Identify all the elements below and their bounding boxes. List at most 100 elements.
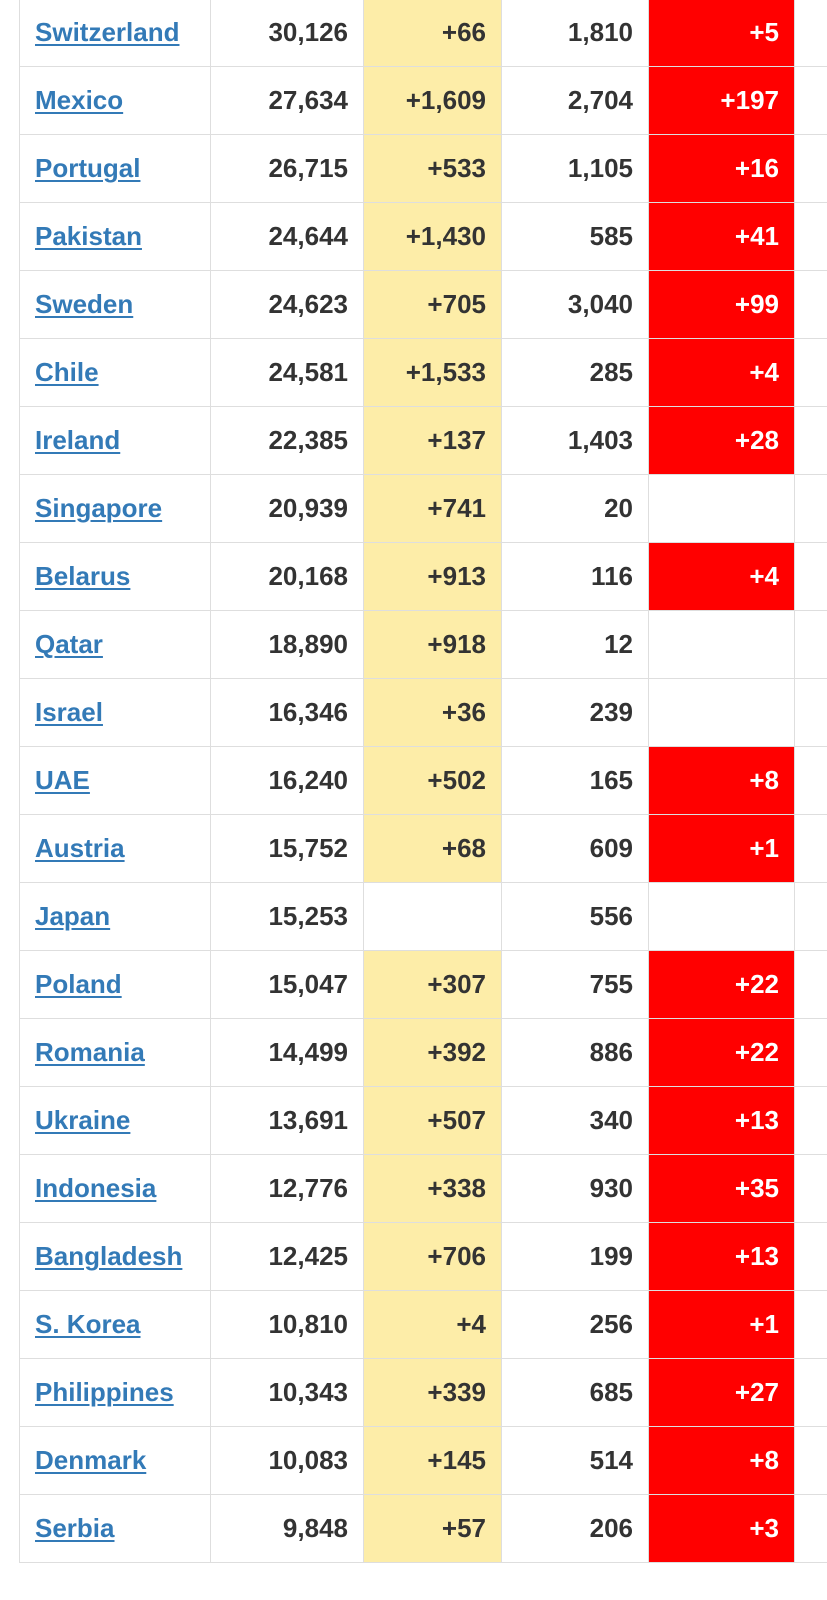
country-cell: Portugal — [19, 134, 211, 203]
country-link[interactable]: Austria — [35, 833, 125, 863]
country-link[interactable]: Belarus — [35, 561, 131, 591]
new-deaths-cell: +22 — [648, 1018, 795, 1087]
total-cases-cell: 24,623 — [210, 270, 364, 339]
new-cases-cell: +68 — [363, 814, 502, 883]
new-cases-cell: +706 — [363, 1222, 502, 1291]
total-deaths-cell: 886 — [501, 1018, 649, 1087]
total-deaths-cell: 199 — [501, 1222, 649, 1291]
country-link[interactable]: Singapore — [35, 493, 163, 523]
total-deaths-cell: 2,704 — [501, 66, 649, 135]
table-row: Japan 15,253 556 — [19, 882, 827, 951]
table-row: S. Korea 10,810 +4 256 +1 — [19, 1290, 827, 1359]
country-cell: Switzerland — [19, 0, 211, 67]
total-cases-cell: 14,499 — [210, 1018, 364, 1087]
total-deaths-cell: 12 — [501, 610, 649, 679]
country-cell: Japan — [19, 882, 211, 951]
country-cell: Ireland — [19, 406, 211, 475]
table-body: Switzerland 30,126 +66 1,810 +5 Mexico 27,634 +… — [19, 0, 827, 1563]
total-deaths-cell: 1,105 — [501, 134, 649, 203]
country-link[interactable]: Sweden — [35, 289, 134, 319]
new-cases-cell — [363, 882, 502, 951]
new-deaths-cell: +41 — [648, 202, 795, 271]
new-cases-cell: +392 — [363, 1018, 502, 1087]
new-deaths-cell: +99 — [648, 270, 795, 339]
table-row: Israel 16,346 +36 239 — [19, 678, 827, 747]
new-cases-cell: +1,609 — [363, 66, 502, 135]
new-cases-cell: +1,533 — [363, 338, 502, 407]
new-deaths-cell — [648, 678, 795, 747]
total-deaths-cell: 285 — [501, 338, 649, 407]
next-column-cell — [794, 610, 827, 679]
new-cases-cell: +533 — [363, 134, 502, 203]
country-cell: Israel — [19, 678, 211, 747]
new-deaths-cell — [648, 882, 795, 951]
total-cases-cell: 16,240 — [210, 746, 364, 815]
table-row: Philippines 10,343 +339 685 +27 — [19, 1358, 827, 1427]
country-link[interactable]: Israel — [35, 697, 103, 727]
country-link[interactable]: Qatar — [35, 629, 103, 659]
country-cell: S. Korea — [19, 1290, 211, 1359]
country-link[interactable]: Pakistan — [35, 221, 142, 251]
total-cases-cell: 15,752 — [210, 814, 364, 883]
country-link[interactable]: Portugal — [35, 153, 141, 183]
country-link[interactable]: Ireland — [35, 425, 121, 455]
country-link[interactable]: Japan — [35, 901, 111, 931]
new-deaths-cell: +16 — [648, 134, 795, 203]
total-deaths-cell: 340 — [501, 1086, 649, 1155]
total-cases-cell: 20,939 — [210, 474, 364, 543]
total-cases-cell: 24,644 — [210, 202, 364, 271]
country-link[interactable]: Denmark — [35, 1445, 147, 1475]
new-deaths-cell: +4 — [648, 338, 795, 407]
new-cases-cell: +137 — [363, 406, 502, 475]
table-container: Switzerland 30,126 +66 1,810 +5 Mexico 27,634 +… — [19, 0, 827, 1563]
new-cases-cell: +1,430 — [363, 202, 502, 271]
country-link[interactable]: Mexico — [35, 85, 124, 115]
next-column-cell — [794, 1222, 827, 1291]
table-row: Serbia 9,848 +57 206 +3 — [19, 1494, 827, 1563]
country-link[interactable]: Poland — [35, 969, 122, 999]
table-row: Chile 24,581 +1,533 285 +4 — [19, 338, 827, 407]
country-link[interactable]: Serbia — [35, 1513, 115, 1543]
country-link[interactable]: Switzerland — [35, 17, 180, 47]
new-cases-cell: +918 — [363, 610, 502, 679]
country-link[interactable]: Chile — [35, 357, 99, 387]
table-row: Ireland 22,385 +137 1,403 +28 — [19, 406, 827, 475]
country-cell: Romania — [19, 1018, 211, 1087]
total-cases-cell: 30,126 — [210, 0, 364, 67]
total-deaths-cell: 1,810 — [501, 0, 649, 67]
total-cases-cell: 15,253 — [210, 882, 364, 951]
table-row: Poland 15,047 +307 755 +22 — [19, 950, 827, 1019]
total-cases-cell: 24,581 — [210, 338, 364, 407]
next-column-cell — [794, 474, 827, 543]
country-cell: Philippines — [19, 1358, 211, 1427]
new-cases-cell: +507 — [363, 1086, 502, 1155]
new-cases-cell: +913 — [363, 542, 502, 611]
country-link[interactable]: S. Korea — [35, 1309, 141, 1339]
country-link[interactable]: UAE — [35, 765, 90, 795]
total-deaths-cell: 20 — [501, 474, 649, 543]
new-cases-cell: +36 — [363, 678, 502, 747]
total-cases-cell: 22,385 — [210, 406, 364, 475]
new-cases-cell: +705 — [363, 270, 502, 339]
next-column-cell — [794, 542, 827, 611]
total-deaths-cell: 930 — [501, 1154, 649, 1223]
country-link[interactable]: Indonesia — [35, 1173, 157, 1203]
total-cases-cell: 27,634 — [210, 66, 364, 135]
next-column-cell — [794, 1290, 827, 1359]
country-link[interactable]: Bangladesh — [35, 1241, 183, 1271]
total-deaths-cell: 514 — [501, 1426, 649, 1495]
new-deaths-cell: +1 — [648, 1290, 795, 1359]
country-link[interactable]: Philippines — [35, 1377, 174, 1407]
total-cases-cell: 10,083 — [210, 1426, 364, 1495]
table-row: Qatar 18,890 +918 12 — [19, 610, 827, 679]
new-cases-cell: +145 — [363, 1426, 502, 1495]
new-cases-cell: +307 — [363, 950, 502, 1019]
next-column-cell — [794, 1018, 827, 1087]
country-link[interactable]: Romania — [35, 1037, 145, 1067]
total-cases-cell: 16,346 — [210, 678, 364, 747]
country-stats-table: Switzerland 30,126 +66 1,810 +5 Mexico 27,634 +… — [19, 0, 827, 1563]
next-column-cell — [794, 406, 827, 475]
country-link[interactable]: Ukraine — [35, 1105, 131, 1135]
total-cases-cell: 10,343 — [210, 1358, 364, 1427]
country-cell: Pakistan — [19, 202, 211, 271]
